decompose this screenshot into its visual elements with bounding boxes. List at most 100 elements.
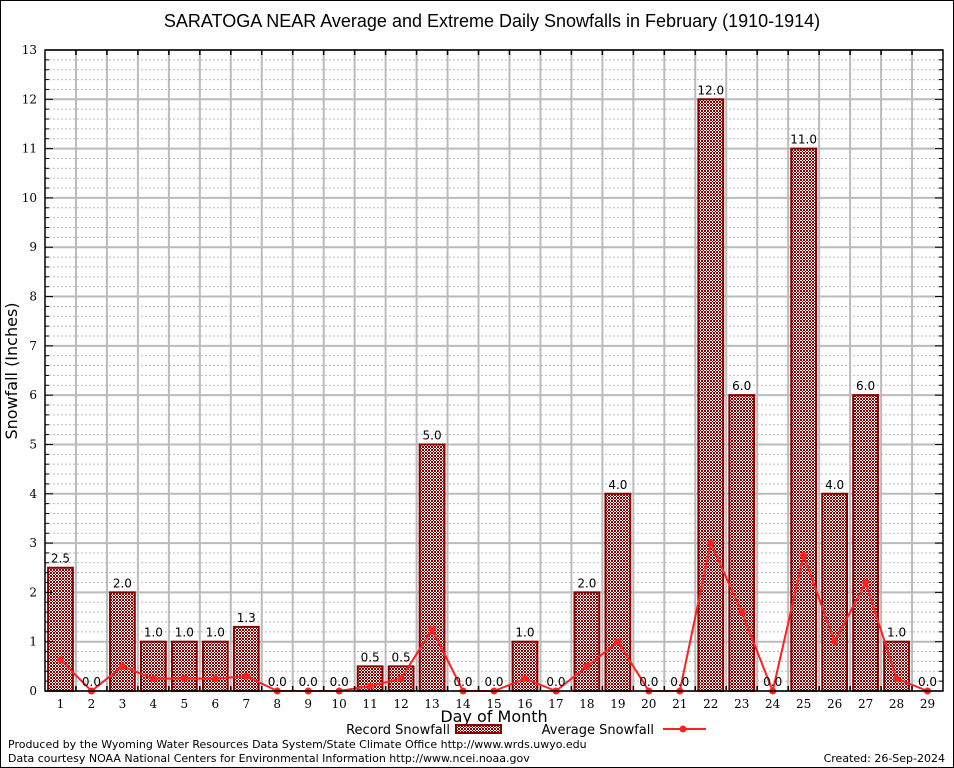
bar-record — [418, 443, 446, 693]
bar-record — [573, 591, 601, 693]
bar-value-label: 0.0 — [763, 675, 782, 689]
y-tick-label: 11 — [22, 142, 37, 156]
bar-value-label: 6.0 — [856, 379, 875, 393]
bar-value-label: 1.0 — [887, 626, 906, 640]
x-tick-label: 18 — [579, 697, 594, 711]
data-labels: 2.5 0.0 2.0 1.0 1.0 1.0 1.3 0.0 0.0 0.0 0.5 0.5 5.0 0… — [51, 83, 937, 689]
bar-record — [790, 147, 818, 693]
average-point — [56, 656, 64, 664]
x-tick-label: 16 — [517, 697, 532, 711]
average-point — [118, 662, 126, 670]
average-point — [180, 675, 188, 683]
chart-title: SARATOGA NEAR Average and Extreme Daily … — [164, 11, 820, 31]
legend-record-swatch — [455, 724, 502, 734]
footer-data-source: Data courtesy NOAA National Centers for … — [8, 752, 530, 765]
average-point — [800, 551, 808, 559]
average-point — [893, 675, 901, 683]
x-tick-label: 3 — [119, 697, 127, 711]
x-tick-label: 6 — [211, 697, 219, 711]
y-tick-label: 1 — [29, 635, 37, 649]
y-tick-label: 7 — [29, 339, 37, 353]
bar-record — [201, 640, 229, 693]
average-point — [521, 675, 529, 683]
x-tick-label: 1 — [57, 697, 65, 711]
x-tick-label: 26 — [827, 697, 842, 711]
y-tick-label: 4 — [29, 487, 37, 501]
bar-record — [852, 394, 879, 692]
bar-value-label: 4.0 — [825, 478, 844, 492]
legend-average-label: Average Snowfall — [542, 723, 654, 738]
average-point — [397, 675, 405, 683]
bar-value-label: 2.0 — [577, 576, 596, 590]
y-tick-label: 5 — [29, 437, 37, 451]
bar-record — [604, 492, 632, 692]
bar-value-label: 1.3 — [237, 611, 256, 625]
x-tick-label: 14 — [455, 697, 471, 711]
x-tick-label: 8 — [273, 697, 281, 711]
bar-value-label: 1.0 — [206, 626, 225, 640]
bar-value-label: 6.0 — [732, 379, 751, 393]
bar-value-label: 0.0 — [82, 675, 101, 689]
bar-value-label: 1.0 — [515, 626, 534, 640]
average-point — [211, 675, 219, 683]
average-point — [149, 675, 157, 683]
x-axis-label: Day of Month — [440, 707, 547, 726]
bar-value-label: 0.0 — [453, 675, 472, 689]
y-axis-label: Snowfall (Inches) — [2, 302, 21, 439]
bar-value-label: 2.0 — [113, 576, 132, 590]
bar-record — [47, 566, 74, 693]
x-tick-label: 7 — [242, 697, 250, 711]
y-tick-label: 6 — [29, 388, 37, 402]
x-tick-label: 12 — [393, 697, 408, 711]
bar-value-label: 4.0 — [608, 478, 627, 492]
average-point — [738, 608, 746, 616]
bar-record — [697, 98, 725, 693]
x-tick-label: 5 — [181, 697, 189, 711]
plot-border — [44, 49, 944, 692]
x-tick-label: 4 — [150, 697, 158, 711]
bar-value-label: 0.5 — [392, 650, 411, 664]
bar-value-label: 0.0 — [670, 675, 689, 689]
average-point — [428, 625, 436, 633]
bar-record — [139, 640, 167, 693]
bar-value-label: 0.5 — [361, 650, 380, 664]
average-point — [366, 682, 374, 690]
average-point — [831, 638, 839, 646]
bar-record — [170, 640, 198, 693]
average-point — [242, 672, 250, 680]
x-tick-label: 13 — [424, 697, 439, 711]
bar-value-label: 0.0 — [918, 675, 937, 689]
x-tick-label: 19 — [610, 697, 625, 711]
x-tick-label: 28 — [889, 697, 904, 711]
average-point — [583, 662, 591, 670]
y-tick-label: 13 — [22, 43, 37, 57]
x-tick-label: 25 — [796, 697, 811, 711]
bar-record — [109, 591, 136, 693]
bar-value-label: 0.0 — [484, 675, 503, 689]
y-tick-label: 8 — [29, 290, 37, 304]
legend-record-label: Record Snowfall — [346, 723, 450, 738]
bar-value-label: 1.0 — [144, 626, 163, 640]
x-tick-label: 21 — [672, 697, 687, 711]
y-tick-label: 10 — [22, 191, 37, 205]
footer-created-date: Created: 26-Sep-2024 — [824, 752, 945, 765]
x-tick-label: 2 — [88, 697, 96, 711]
bar-value-label: 5.0 — [423, 428, 442, 442]
x-tick-label: 20 — [641, 697, 656, 711]
y-tick-label: 0 — [29, 684, 37, 698]
x-tick-label: 27 — [858, 697, 873, 711]
bar-value-label: 0.0 — [546, 675, 565, 689]
bar-value-label: 12.0 — [697, 83, 724, 97]
x-tick-label: 29 — [920, 697, 935, 711]
x-tick-label: 17 — [548, 697, 563, 711]
bar-value-label: 2.5 — [51, 552, 70, 566]
footer-producer: Produced by the Wyoming Water Resources … — [8, 738, 587, 751]
y-tick-label: 12 — [22, 92, 37, 106]
y-tick-label: 3 — [29, 536, 37, 550]
x-tick-label: 23 — [734, 697, 749, 711]
x-tick-label: 11 — [362, 697, 377, 711]
bar-record — [821, 492, 849, 692]
x-tick-label: 22 — [703, 697, 718, 711]
